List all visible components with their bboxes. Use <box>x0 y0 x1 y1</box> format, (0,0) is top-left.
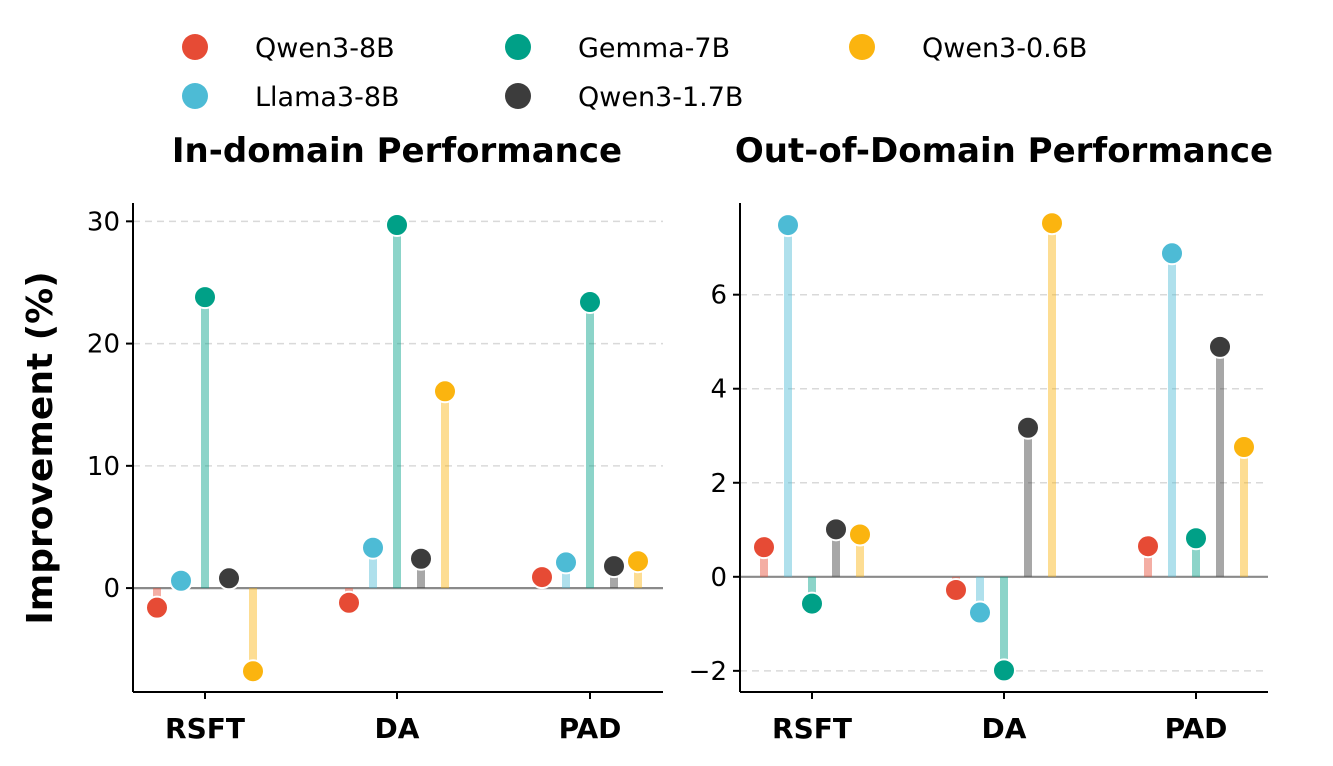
legend-label-qwen3-1-7b: Qwen3-1.7B <box>578 82 743 113</box>
legend-marker-llama3-8b <box>182 83 208 109</box>
x-tick-label-rsft: RSFT <box>772 712 852 745</box>
point-qwen3-8b-rsft <box>752 535 776 560</box>
legend: Qwen3-8B Llama3-8B Gemma-7B Qwen3-1.7B Qwen3… <box>182 33 1087 113</box>
x-tick-label-pad: PAD <box>1165 712 1228 745</box>
y-tick-label: −2 <box>689 657 727 687</box>
point-qwen3-8b-pad <box>1136 534 1160 559</box>
point-qwen3-8b-pad <box>530 565 554 590</box>
y-tick-label: 6 <box>710 281 727 311</box>
panel-title: In-domain Performance <box>172 131 622 171</box>
y-axis-label: Improvement (%) <box>20 271 61 624</box>
legend-marker-qwen3-1-7b <box>505 83 531 109</box>
point-qwen3-1-7b-rsft <box>217 566 241 591</box>
point-qwen3-0-6b-pad <box>1232 435 1256 460</box>
legend-marker-qwen3-0-6b <box>849 34 875 60</box>
x-tick-label-da: DA <box>375 712 420 745</box>
point-qwen3-0-6b-pad <box>626 549 650 574</box>
point-qwen3-1-7b-da <box>409 546 433 571</box>
point-llama3-8b-pad <box>554 550 578 575</box>
y-tick-label: 0 <box>103 574 120 604</box>
point-qwen3-1-7b-da <box>1016 415 1040 440</box>
point-gemma-7b-rsft <box>800 591 824 616</box>
x-tick-label-rsft: RSFT <box>165 712 245 745</box>
x-tick-label-da: DA <box>982 712 1027 745</box>
panel-out-of-domain: Out-of-Domain Performance −2 0 2 4 6 RSFT DA PAD <box>689 131 1273 745</box>
legend-label-gemma-7b: Gemma-7B <box>578 33 730 64</box>
panel-title: Out-of-Domain Performance <box>735 131 1273 171</box>
legend-label-qwen3-0-6b: Qwen3-0.6B <box>922 33 1087 64</box>
point-llama3-8b-rsft <box>169 568 193 593</box>
panel-in-domain: In-domain Performance 0 10 20 30 RSFT DA PAD <box>87 131 663 745</box>
y-tick-label: 10 <box>87 452 120 482</box>
point-gemma-7b-rsft <box>193 285 217 310</box>
point-qwen3-1-7b-rsft <box>824 517 848 542</box>
point-llama3-8b-da <box>968 600 992 625</box>
point-qwen3-1-7b-pad <box>602 554 626 579</box>
y-tick-label: 30 <box>87 207 120 237</box>
point-qwen3-1-7b-pad <box>1208 334 1232 359</box>
legend-label-llama3-8b: Llama3-8B <box>255 82 400 113</box>
y-tick-label: 2 <box>710 469 727 499</box>
y-tick-label: 20 <box>87 330 120 360</box>
y-tick-label: 4 <box>710 375 727 405</box>
point-qwen3-8b-da <box>337 590 361 615</box>
legend-marker-qwen3-8b <box>182 34 208 60</box>
point-gemma-7b-da <box>992 658 1016 683</box>
point-qwen3-8b-da <box>944 577 968 602</box>
y-tick-label: 0 <box>710 563 727 593</box>
point-gemma-7b-pad <box>1184 526 1208 551</box>
legend-marker-gemma-7b <box>505 34 531 60</box>
point-llama3-8b-rsft <box>776 213 800 238</box>
point-gemma-7b-da <box>385 213 409 238</box>
x-tick-label-pad: PAD <box>559 712 622 745</box>
legend-label-qwen3-8b: Qwen3-8B <box>255 33 395 64</box>
point-gemma-7b-pad <box>578 290 602 315</box>
point-qwen3-0-6b-rsft <box>241 659 265 684</box>
point-llama3-8b-da <box>361 535 385 560</box>
point-qwen3-0-6b-da <box>433 379 457 404</box>
point-qwen3-0-6b-rsft <box>848 522 872 547</box>
point-qwen3-8b-rsft <box>145 595 169 620</box>
point-qwen3-0-6b-da <box>1040 211 1064 236</box>
point-llama3-8b-pad <box>1160 241 1184 266</box>
